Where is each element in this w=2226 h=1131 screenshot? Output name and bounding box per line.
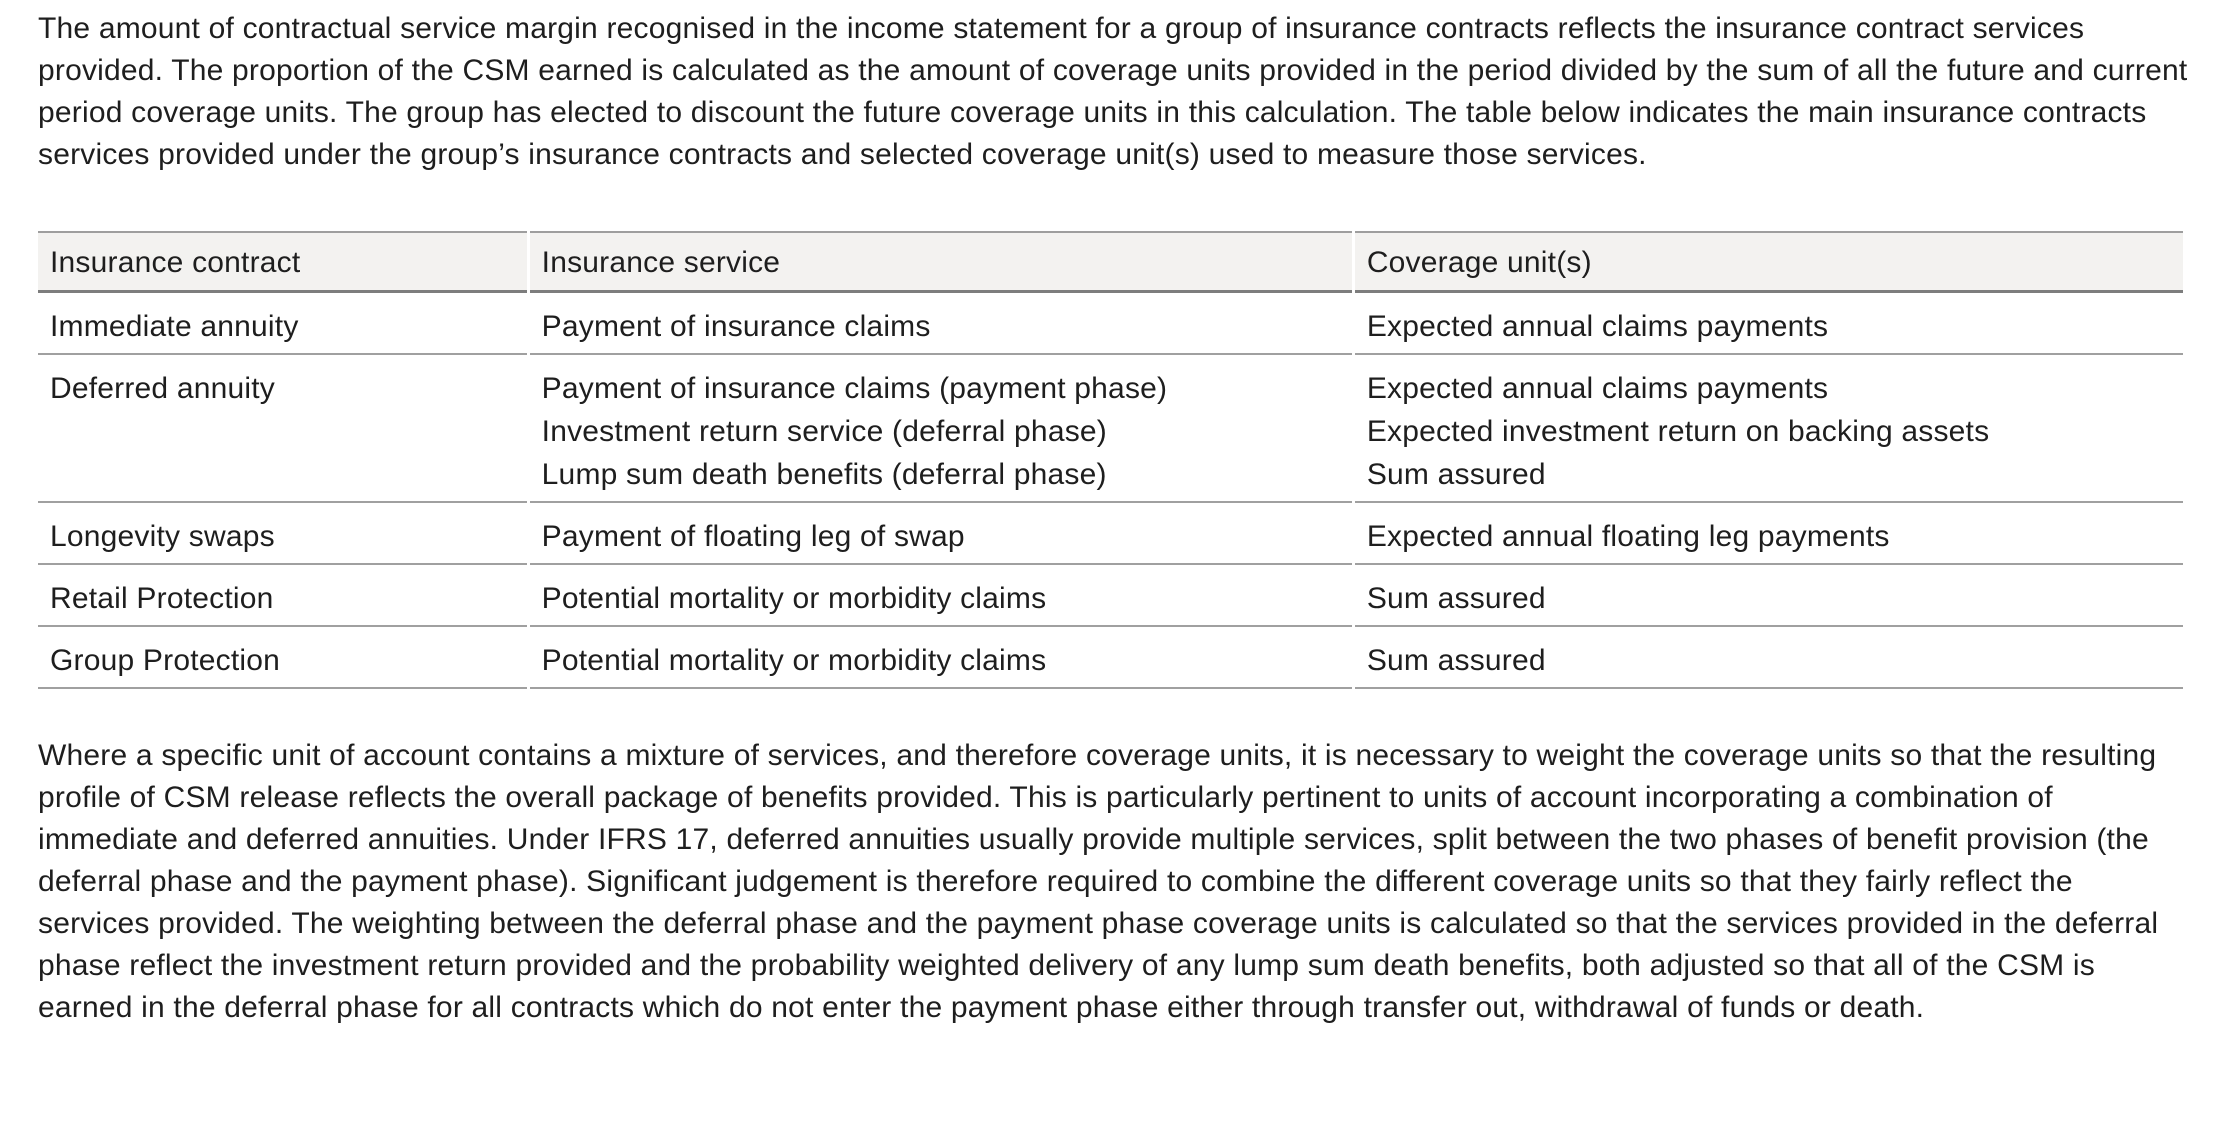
table-header: Insurance contract Insurance service Cov… — [38, 231, 2183, 293]
coverage-units-table: Insurance contract Insurance service Cov… — [35, 231, 2186, 689]
table-body: Immediate annuity Payment of insurance c… — [38, 293, 2183, 689]
document-page: The amount of contractual service margin… — [35, 12, 2188, 1024]
table-row: Longevity swaps Payment of floating leg … — [38, 503, 2183, 565]
service-cell: Payment of insurance claims (payment pha… — [529, 355, 1352, 503]
coverage-unit-cell: Expected annual claims payments — [1354, 293, 2183, 355]
contract-cell: Retail Protection — [38, 565, 527, 627]
column-header-insurance-contract: Insurance contract — [38, 231, 527, 293]
table-row: Retail Protection Potential mortality or… — [38, 565, 2183, 627]
coverage-unit-cell: Expected annual floating leg payments — [1354, 503, 2183, 565]
contract-cell: Group Protection — [38, 627, 527, 689]
column-header-coverage-units: Coverage unit(s) — [1354, 231, 2183, 293]
contract-cell: Deferred annuity — [38, 355, 527, 503]
service-cell: Payment of floating leg of swap — [529, 503, 1352, 565]
table-row: Group Protection Potential mortality or … — [38, 627, 2183, 689]
column-header-insurance-service: Insurance service — [529, 231, 1352, 293]
service-cell: Potential mortality or morbidity claims — [529, 627, 1352, 689]
discussion-paragraph: Where a specific unit of account contain… — [38, 739, 2159, 1024]
coverage-unit-cell: Sum assured — [1354, 627, 2183, 689]
intro-paragraph: The amount of contractual service margin… — [38, 12, 2188, 171]
table-row: Deferred annuity Payment of insurance cl… — [38, 355, 2183, 503]
service-cell: Payment of insurance claims — [529, 293, 1352, 355]
table-row: Immediate annuity Payment of insurance c… — [38, 293, 2183, 355]
contract-cell: Immediate annuity — [38, 293, 527, 355]
coverage-unit-cell: Expected annual claims payments Expected… — [1354, 355, 2183, 503]
table-header-row: Insurance contract Insurance service Cov… — [38, 231, 2183, 293]
service-cell: Potential mortality or morbidity claims — [529, 565, 1352, 627]
contract-cell: Longevity swaps — [38, 503, 527, 565]
coverage-unit-cell: Sum assured — [1354, 565, 2183, 627]
